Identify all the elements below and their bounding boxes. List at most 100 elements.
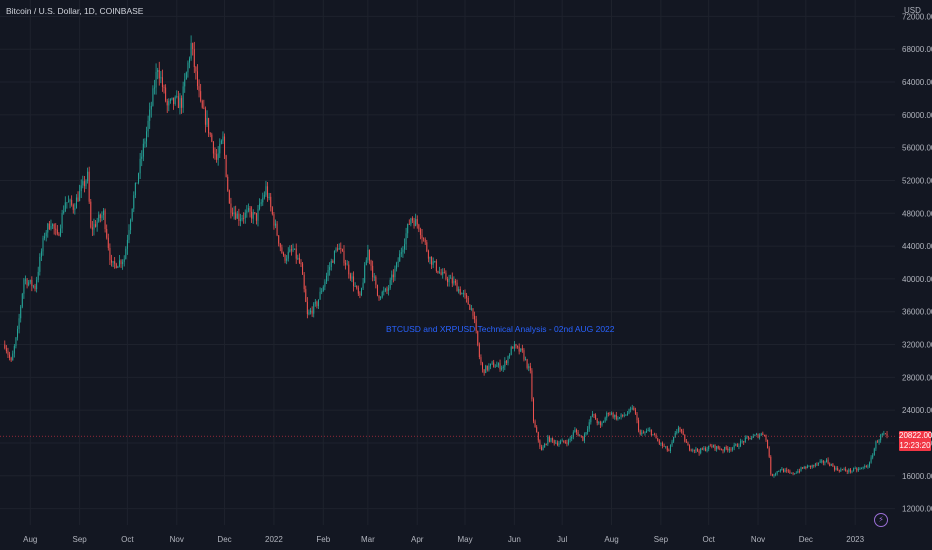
y-tick-label: 12000.00 [902,505,932,514]
candle-body [735,444,737,446]
candle-body [607,413,609,414]
candle-body [130,219,132,231]
candle-body [72,204,74,210]
x-tick-label: Dec [217,535,231,544]
candle-body [603,421,605,423]
candle-body [861,467,863,469]
candle-body [74,208,76,210]
y-tick-label: 40000.00 [902,275,932,284]
candle-body [642,432,644,434]
candle-body [341,249,343,251]
candle-body [204,108,206,125]
candle-body [528,366,530,368]
candle-body [214,153,216,155]
candle-body [872,455,874,458]
candle-body [318,299,320,307]
candle-body [306,301,308,315]
candle-body [176,96,178,98]
candle-body [364,265,366,283]
candle-body [841,469,843,471]
candle-body [411,218,413,221]
candle-body [641,432,643,435]
candle-body [421,235,423,239]
candle-body [52,224,54,227]
candle-body [413,220,415,226]
candle-body [15,337,17,347]
candle-body [845,468,847,471]
candle-body [392,274,394,278]
candle-body [587,428,589,433]
candle-body [189,58,191,63]
candle-body [282,253,284,256]
candle-body [225,155,227,177]
candle-body [64,202,66,212]
candle-body [458,289,460,292]
candle-body [501,368,503,370]
candle-body [28,282,30,286]
candle-body [85,180,87,187]
candle-body [851,470,853,472]
x-tick-label: Aug [604,535,618,544]
candle-body [725,447,727,449]
candle-body [20,306,22,319]
candle-body [439,272,441,274]
candle-body [96,221,98,227]
candle-body [431,256,433,265]
candle-body [408,223,410,225]
candle-body [290,249,292,251]
candle-body [324,281,326,287]
candle-body [125,248,127,260]
candle-body [612,413,614,418]
candle-body [591,414,593,417]
candle-body [376,284,378,296]
candle-body [198,86,200,92]
candle-body [32,285,34,287]
candle-body [61,213,63,229]
x-tick-label: Sep [654,535,669,544]
lightning-bolt-icon[interactable]: ⚡ [874,513,888,527]
x-tick-label: Jul [557,535,567,544]
candle-body [95,224,97,227]
candle-body [42,238,44,252]
candle-body [294,248,296,250]
candle-body [614,414,616,418]
symbol-title[interactable]: Bitcoin / U.S. Dollar, 1D, COINBASE [6,6,144,16]
candle-body [536,427,538,433]
candle-body [752,435,754,438]
candle-body [510,347,512,355]
candle-body [351,276,353,279]
candle-body [157,70,159,72]
candle-body [58,233,60,236]
candle-body [767,440,769,449]
candle-body [246,210,248,213]
candle-body [60,228,62,236]
candle-body [534,421,536,428]
candle-body [297,257,299,259]
y-tick-label: 32000.00 [902,341,932,350]
candle-body [560,441,562,444]
candle-body [550,438,552,442]
candle-body [736,444,738,447]
candle-body [545,443,547,445]
candle-body [238,213,240,221]
candle-body [660,442,662,444]
candle-body [177,96,179,108]
candle-body [682,431,684,435]
candle-body [646,431,648,433]
candle-body [692,449,694,451]
candle-body [794,473,796,475]
candle-body [383,290,385,292]
candle-body [639,430,641,435]
candle-body [249,208,251,212]
candle-body [730,449,732,450]
candle-body [244,212,246,219]
candle-body [397,261,399,263]
candle-body [308,312,310,315]
candle-body [268,196,270,199]
candle-body [876,441,878,443]
candle-body [319,291,321,300]
candle-body [493,362,495,368]
candle-body [232,212,234,215]
